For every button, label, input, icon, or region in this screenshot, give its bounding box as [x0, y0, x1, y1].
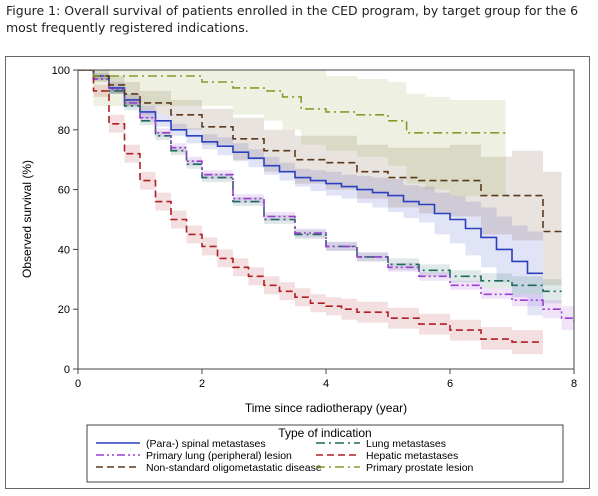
- legend-label-lung-metastases: Lung metastases: [366, 438, 446, 450]
- y-tick-label: 60: [58, 185, 70, 197]
- series-line-non-standard-oligometastatic-disease: [78, 70, 562, 233]
- series-line-primary-lung-peripheral-lesion: [78, 70, 574, 322]
- x-tick-label: 4: [323, 378, 329, 390]
- y-tick-label: 80: [58, 125, 70, 137]
- y-axis-title: Observed survival (%): [20, 160, 34, 278]
- legend-box: [86, 424, 564, 483]
- x-tick-label: 6: [447, 378, 453, 390]
- y-tick-label: 0: [64, 364, 70, 376]
- ci-band-lung-metastases: [78, 70, 562, 304]
- legend-label-primary-lung-peripheral-lesion: Primary lung (peripheral) lesion: [146, 450, 292, 462]
- legend: Type of indication (Para-) spinal metast…: [86, 424, 564, 483]
- chart-frame: [5, 56, 590, 489]
- y-tick-label: 20: [58, 304, 70, 316]
- x-axis-title: Time since radiotherapy (year): [245, 401, 407, 415]
- legend-label-para-spinal-metastases: (Para-) spinal metastases: [146, 438, 266, 450]
- survival-curves: [78, 70, 574, 343]
- legend-label-non-standard-oligometastatic-disease: Non-standard oligometastatic disease: [146, 462, 322, 474]
- x-tick-label: 8: [571, 378, 577, 390]
- legend-label-hepatic-metastases: Hepatic metastases: [366, 450, 458, 462]
- ci-band-primary-prostate-lesion: [78, 70, 506, 196]
- series-line-primary-prostate-lesion: [78, 70, 506, 134]
- legend-title: Type of indication: [278, 426, 371, 440]
- x-tick-label: 2: [199, 378, 205, 390]
- y-tick-label: 40: [58, 244, 70, 256]
- ci-band-non-standard-oligometastatic-disease: [78, 70, 562, 286]
- series-line-hepatic-metastases: [78, 70, 543, 343]
- y-tick-label: 100: [52, 65, 70, 77]
- legend-label-primary-prostate-lesion: Primary prostate lesion: [366, 462, 474, 474]
- ci-band-para-spinal-metastases: [78, 70, 543, 316]
- figure-caption: Figure 1: Overall survival of patients e…: [6, 3, 579, 35]
- x-tick-label: 0: [75, 378, 81, 390]
